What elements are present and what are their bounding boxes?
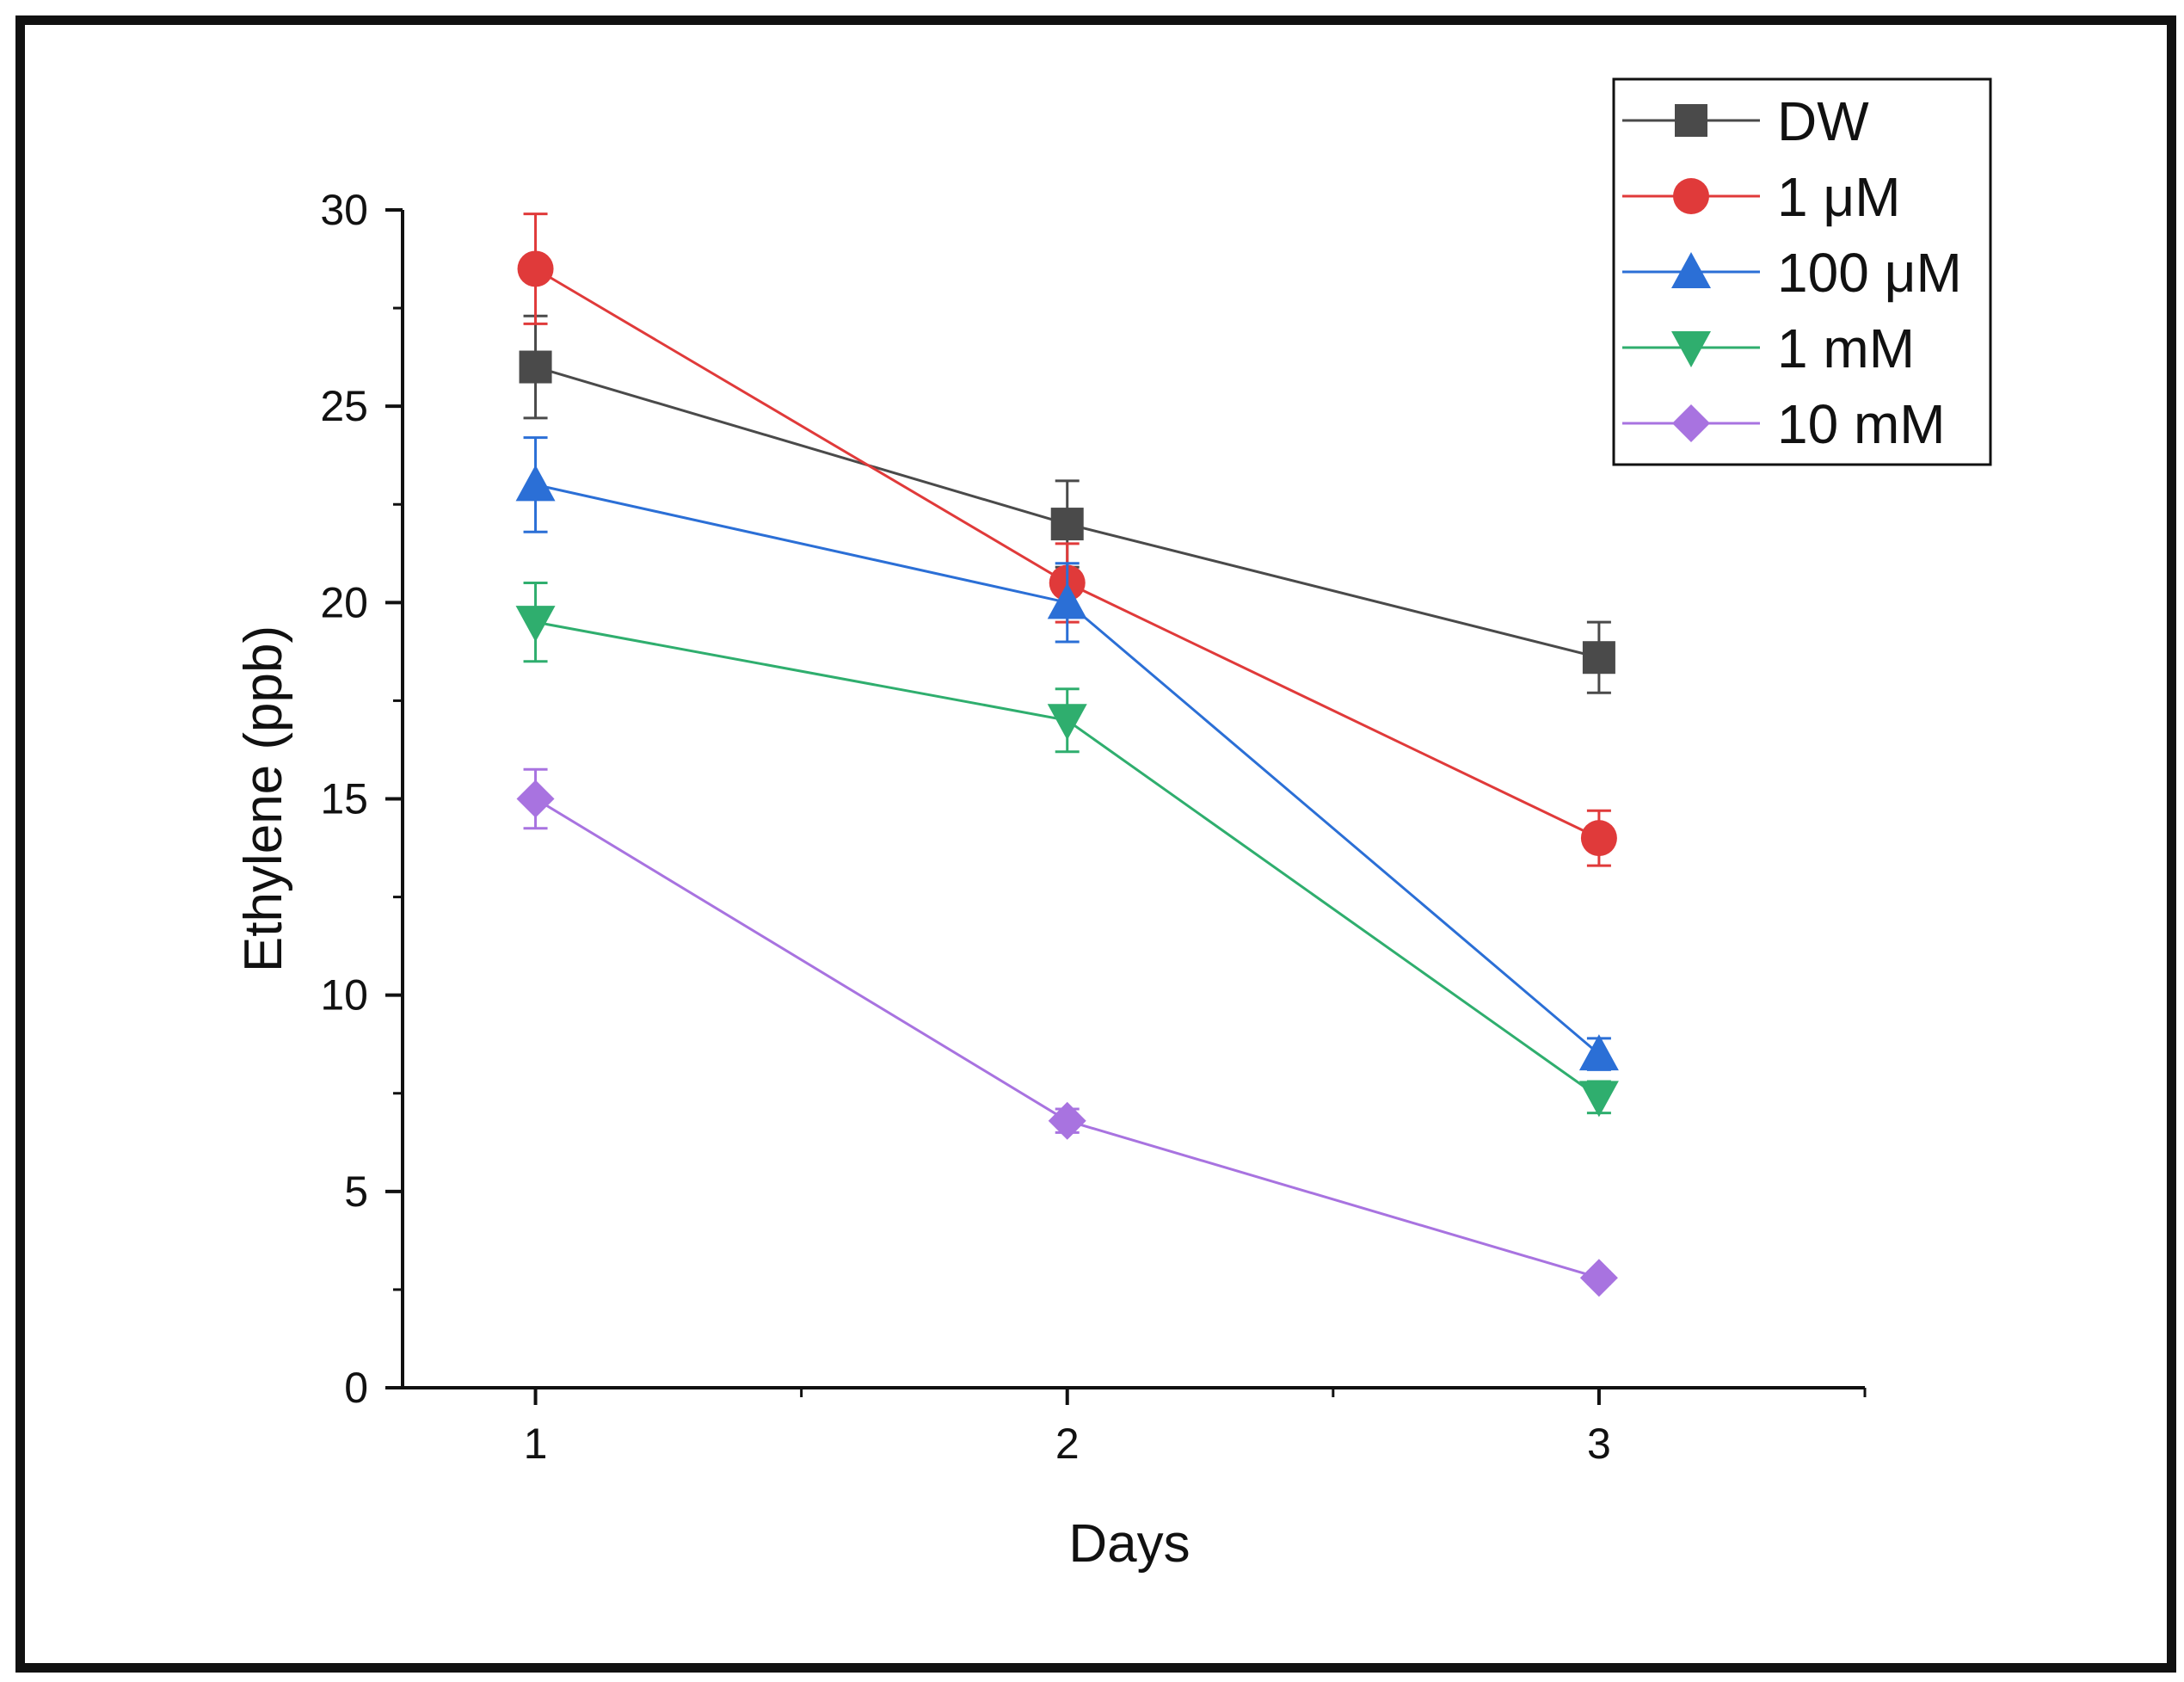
legend-label: 10 mM (1777, 393, 1946, 455)
x-axis-title: Days (1068, 1514, 1190, 1574)
series-line (534, 798, 1600, 1279)
y-tick-label: 25 (320, 382, 368, 430)
data-point (1047, 582, 1087, 619)
series-1-mM (515, 582, 1619, 1118)
legend-label: 1 mM (1777, 317, 1915, 379)
legend-entry: 1 μM (1622, 166, 1901, 228)
data-point (519, 350, 552, 384)
data-point (1579, 1259, 1618, 1297)
x-tick-label: 1 (524, 1420, 548, 1468)
data-point (515, 465, 556, 502)
series-10-mM (516, 767, 1618, 1297)
data-point (1580, 820, 1617, 857)
data-point (515, 606, 556, 643)
data-point (1047, 704, 1087, 741)
y-axis-title: Ethylene (ppb) (234, 625, 293, 972)
legend-marker (1671, 252, 1711, 288)
legend-entry: 10 mM (1622, 393, 1946, 455)
legend-entry: 100 μM (1622, 242, 1962, 304)
data-point (1578, 1081, 1619, 1118)
data-point (516, 779, 555, 818)
legend-marker (1675, 104, 1707, 137)
y-tick-label: 30 (320, 186, 368, 234)
data-point (1050, 508, 1084, 541)
y-tick-label: 20 (320, 578, 368, 626)
legend-marker (1672, 404, 1710, 442)
legend-label: DW (1777, 90, 1869, 152)
legend-entry: DW (1622, 90, 1869, 152)
legend-label: 1 μM (1777, 166, 1901, 228)
data-point (517, 250, 554, 287)
legend-entry: 1 mM (1622, 317, 1915, 379)
y-tick-label: 5 (344, 1168, 368, 1216)
series-100-uM (515, 436, 1619, 1071)
series-layer (515, 213, 1619, 1297)
y-tick-label: 0 (344, 1364, 368, 1412)
data-point (1578, 1034, 1619, 1071)
x-tick-label: 2 (1055, 1420, 1080, 1468)
legend-marker (1671, 331, 1711, 367)
legend: DW 1 μM 100 μM 1 mM 10 mM (1612, 77, 1992, 466)
data-point (1048, 1101, 1086, 1140)
legend-label: 100 μM (1777, 242, 1962, 304)
legend-marker (1673, 178, 1709, 214)
x-tick-label: 3 (1587, 1420, 1611, 1468)
axes: 0 5 10 15 20 25 30 1 2 3 (320, 186, 1867, 1468)
data-point (1582, 641, 1615, 675)
y-tick-label: 15 (320, 775, 368, 823)
y-tick-label: 10 (320, 971, 368, 1020)
